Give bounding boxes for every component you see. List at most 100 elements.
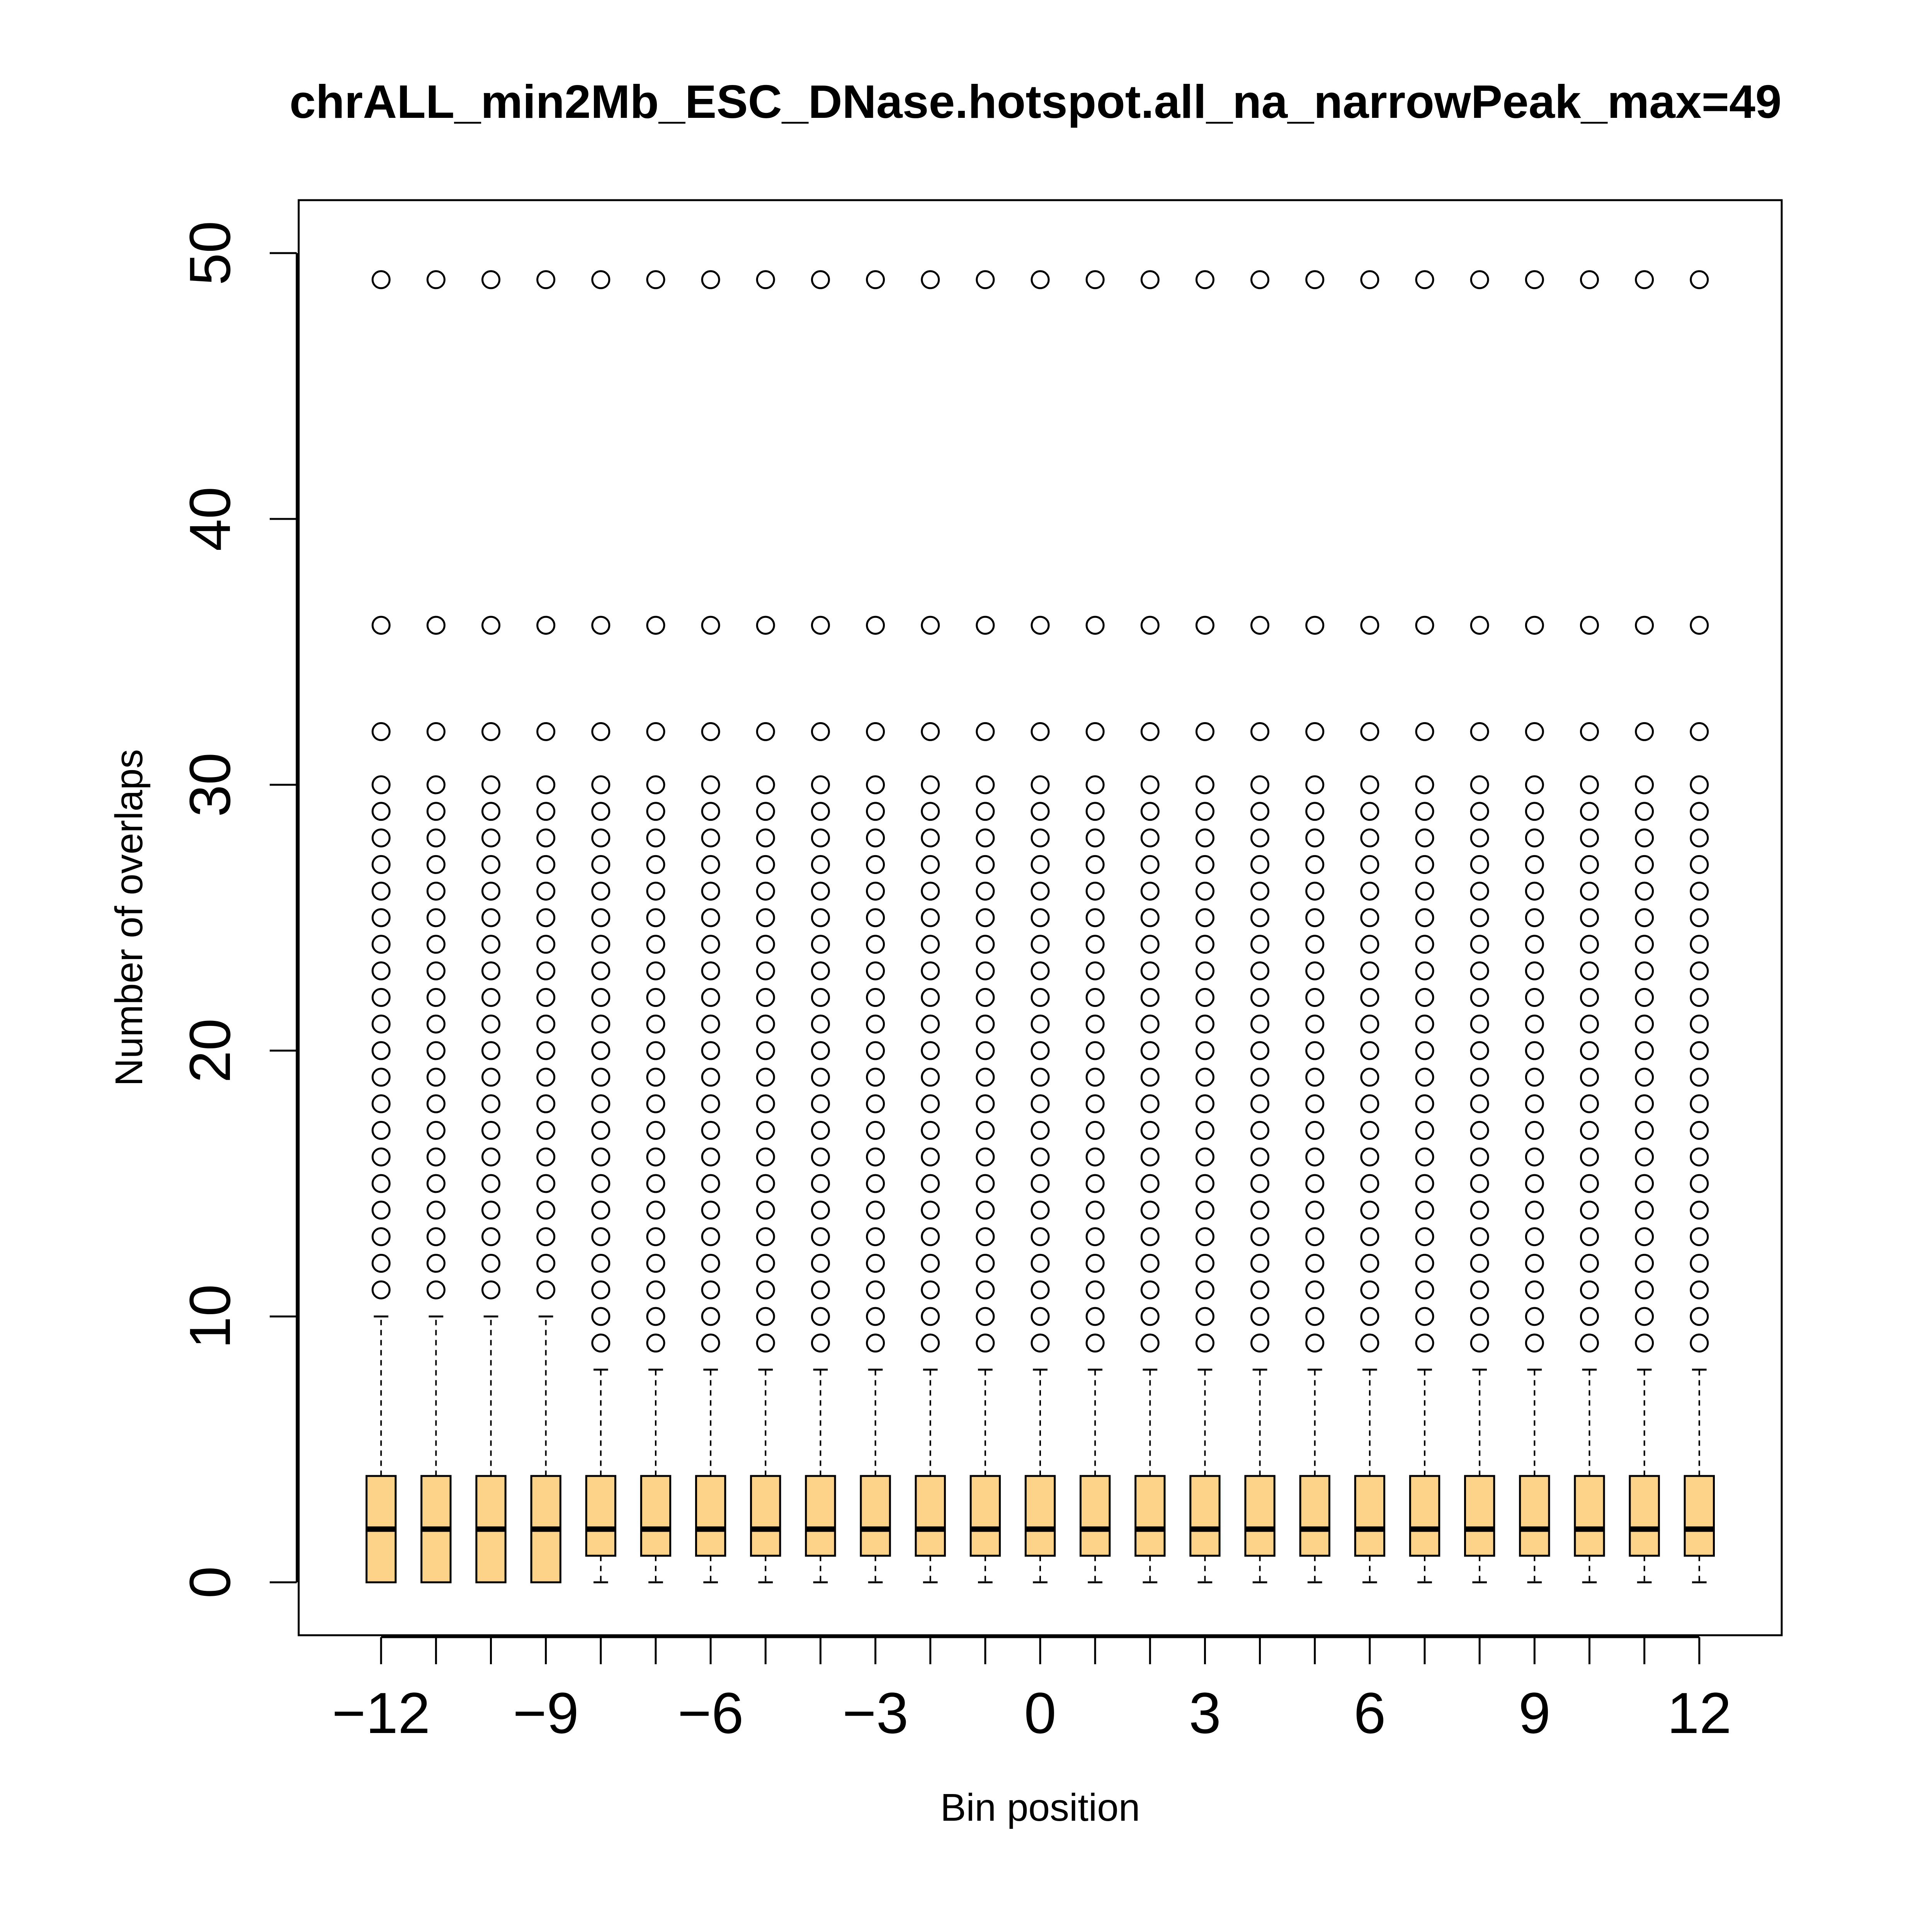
box-group xyxy=(1134,270,1166,1583)
outlier-point xyxy=(1085,1307,1105,1326)
outlier-point xyxy=(646,935,665,954)
outlier-point xyxy=(426,616,446,635)
outlier-point xyxy=(1580,828,1599,848)
outlier-point xyxy=(1690,935,1709,954)
outlier-point xyxy=(701,855,720,874)
outlier-point xyxy=(591,1068,611,1087)
outlier-point xyxy=(591,1307,611,1326)
outlier-point xyxy=(701,1253,720,1273)
outlier-point xyxy=(1031,1014,1050,1034)
y-tick-label: 0 xyxy=(177,1566,242,1598)
outlier-point xyxy=(1195,616,1214,635)
outlier-point xyxy=(646,881,665,901)
outlier-point xyxy=(811,1253,830,1273)
outlier-point xyxy=(1525,802,1544,821)
outlier-point xyxy=(1195,1121,1214,1140)
outlier-point xyxy=(646,802,665,821)
outlier-point xyxy=(646,722,665,741)
outlier-point xyxy=(1635,1014,1654,1034)
outlier-point xyxy=(1031,1307,1050,1326)
outlier-point xyxy=(1690,961,1709,981)
outlier-point xyxy=(1140,616,1160,635)
outlier-point xyxy=(701,802,720,821)
outlier-point xyxy=(756,855,775,874)
outlier-point xyxy=(1360,270,1379,289)
outlier-point xyxy=(591,1121,611,1140)
outlier-point xyxy=(536,1227,556,1247)
outlier-point xyxy=(426,961,446,981)
outlier-point xyxy=(426,1201,446,1220)
outlier-point xyxy=(536,1280,556,1299)
outlier-point xyxy=(1690,1307,1709,1326)
outlier-point xyxy=(756,881,775,901)
outlier-point xyxy=(1415,1307,1434,1326)
outlier-point xyxy=(756,1253,775,1273)
box-group xyxy=(805,270,836,1583)
outlier-point xyxy=(591,1094,611,1114)
outlier-point xyxy=(536,908,556,927)
outlier-point xyxy=(1470,1201,1489,1220)
outlier-point xyxy=(701,881,720,901)
box-group xyxy=(475,270,507,1583)
outlier-point xyxy=(536,722,556,741)
box xyxy=(1684,1475,1715,1557)
outlier-point xyxy=(811,908,830,927)
outlier-point xyxy=(1690,270,1709,289)
outlier-point xyxy=(1360,775,1379,794)
outlier-point xyxy=(701,775,720,794)
outlier-point xyxy=(426,988,446,1007)
outlier-point xyxy=(1031,1121,1050,1140)
outlier-point xyxy=(701,1094,720,1114)
outlier-point xyxy=(1470,1174,1489,1193)
outlier-point xyxy=(1250,881,1270,901)
outlier-point xyxy=(1525,988,1544,1007)
outlier-point xyxy=(1580,881,1599,901)
outlier-point xyxy=(756,270,775,289)
outlier-point xyxy=(1360,1121,1379,1140)
outlier-point xyxy=(921,1333,940,1353)
y-axis: 0 10 20 30 40 50 xyxy=(177,221,298,1599)
outlier-point xyxy=(1470,908,1489,927)
x-axis-label: Bin position xyxy=(940,1786,1140,1829)
outlier-point xyxy=(1360,1227,1379,1247)
outlier-point xyxy=(426,1041,446,1060)
outlier-point xyxy=(646,270,665,289)
outlier-point xyxy=(1525,1253,1544,1273)
outlier-point xyxy=(481,616,501,635)
outlier-point xyxy=(1580,1227,1599,1247)
outlier-point xyxy=(1635,270,1654,289)
outlier-point xyxy=(811,1201,830,1220)
outlier-point xyxy=(1635,935,1654,954)
outlier-point xyxy=(921,1068,940,1087)
outlier-point xyxy=(1140,935,1160,954)
outlier-point xyxy=(1031,855,1050,874)
outlier-point xyxy=(1031,988,1050,1007)
outlier-point xyxy=(1580,935,1599,954)
outlier-point xyxy=(1250,961,1270,981)
outlier-point xyxy=(536,961,556,981)
outlier-point xyxy=(1195,855,1214,874)
outlier-point xyxy=(866,908,885,927)
outlier-point xyxy=(371,1174,391,1193)
outlier-point xyxy=(371,1094,391,1114)
box-group xyxy=(860,270,891,1583)
outlier-point xyxy=(1635,1333,1654,1353)
chart-title: chrALL_min2Mb_ESC_DNase.hotspot.all_na_n… xyxy=(289,75,1781,128)
outlier-point xyxy=(1250,1227,1270,1247)
outlier-point xyxy=(371,1068,391,1087)
outlier-point xyxy=(591,908,611,927)
outlier-point xyxy=(921,881,940,901)
box-group xyxy=(420,270,452,1583)
box-group xyxy=(1409,270,1440,1583)
outlier-point xyxy=(481,270,501,289)
box xyxy=(750,1475,781,1557)
outlier-point xyxy=(1580,1253,1599,1273)
outlier-point xyxy=(1250,1014,1270,1034)
outlier-point xyxy=(1195,828,1214,848)
outlier-point xyxy=(866,722,885,741)
outlier-point xyxy=(1470,1280,1489,1299)
outlier-point xyxy=(1635,1253,1654,1273)
outlier-point xyxy=(1525,881,1544,901)
outlier-point xyxy=(866,961,885,981)
box-group xyxy=(530,270,561,1583)
